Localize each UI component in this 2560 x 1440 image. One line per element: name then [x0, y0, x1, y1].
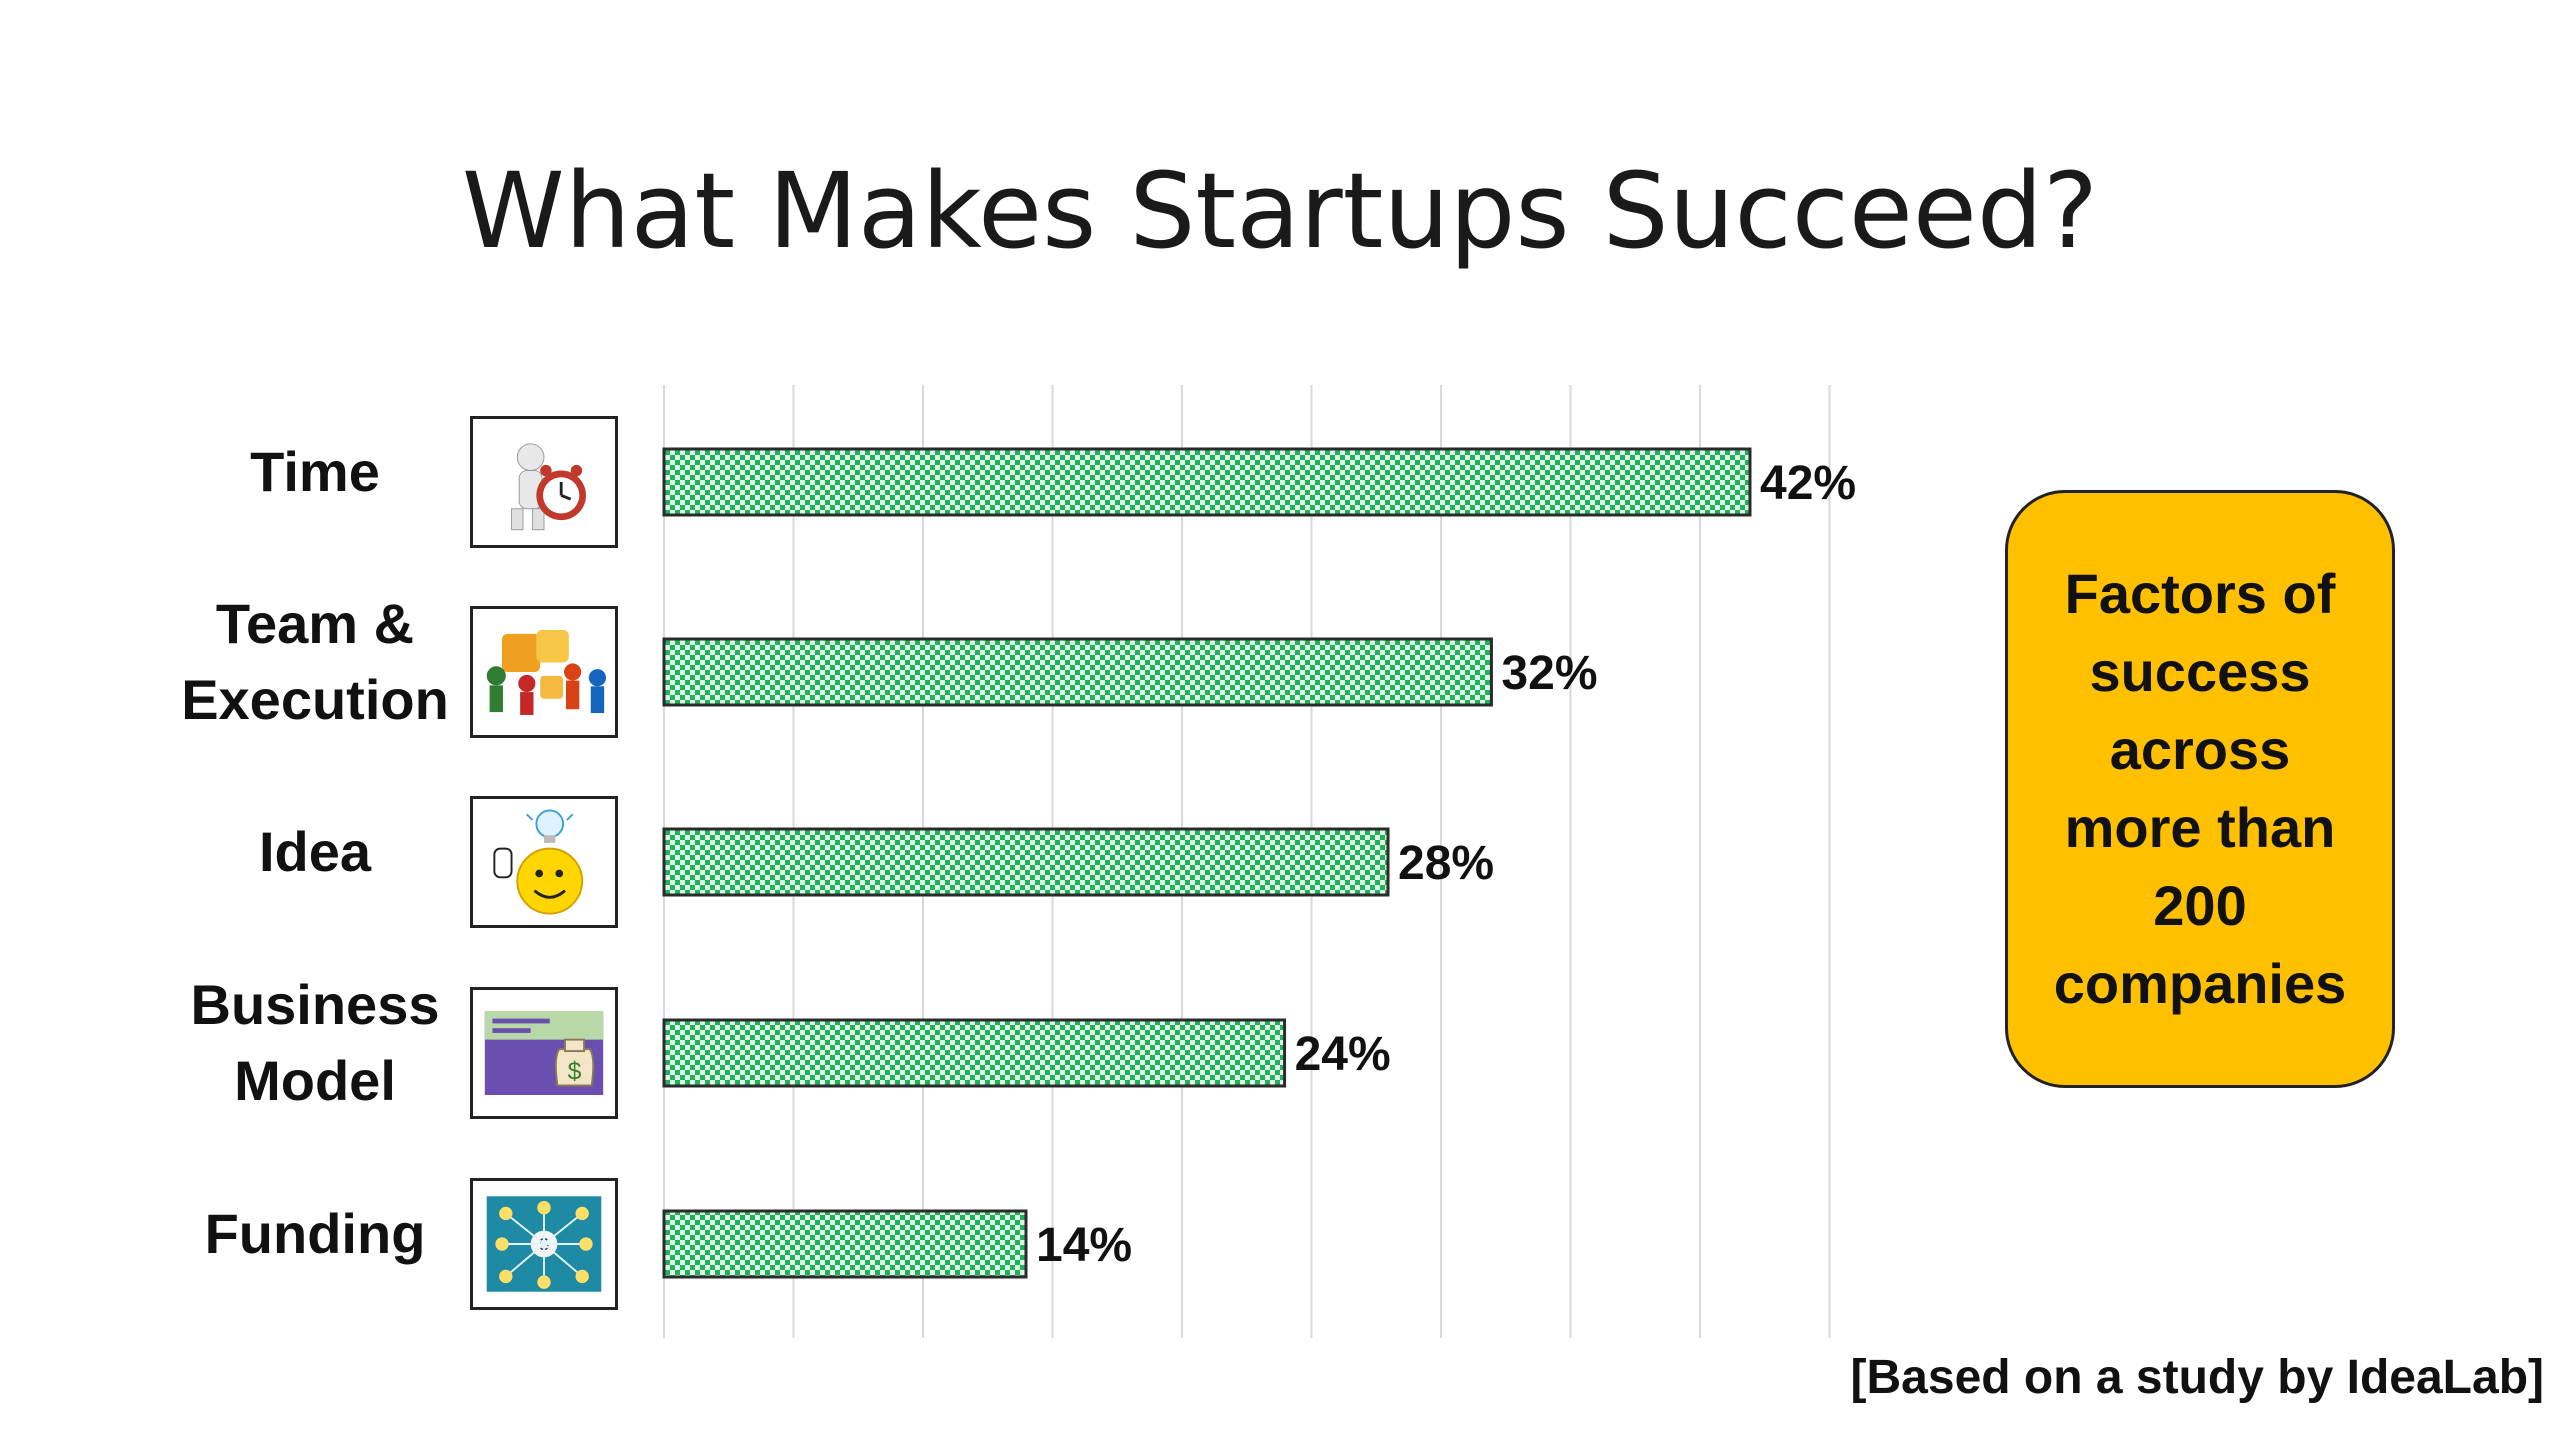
- idea-lightbulb-icon: [470, 796, 618, 928]
- bar: [662, 827, 1390, 897]
- slide-title: What Makes Startups Succeed?: [461, 150, 2099, 272]
- category-label: Business Model: [190, 973, 440, 1112]
- svg-text:$: $: [568, 1059, 582, 1086]
- category-label: Team & Execution: [181, 592, 449, 731]
- data-label: 14%: [1036, 1219, 1132, 1272]
- callout-text: Factors of success across more than 200 …: [2053, 562, 2347, 1015]
- funding-network-icon: $: [470, 1178, 618, 1310]
- callout-box: Factors of success across more than 200 …: [2005, 490, 2395, 1088]
- bar: [662, 637, 1493, 707]
- bar: [662, 1018, 1287, 1088]
- data-labels: 42% 32% 28% 24% 14%: [1036, 457, 1856, 1272]
- money-bag-icon: $: [470, 987, 618, 1119]
- category-label: Time: [250, 440, 380, 503]
- time-clock-icon: [470, 416, 618, 548]
- category-label: Idea: [258, 820, 372, 883]
- data-label: 42%: [1760, 457, 1856, 510]
- bar: [662, 1209, 1028, 1279]
- source-note: [Based on a study by IdeaLab]: [1850, 1351, 2544, 1404]
- data-label: 24%: [1295, 1028, 1391, 1081]
- bars: [662, 447, 1752, 1279]
- teamwork-puzzle-icon: [470, 606, 618, 738]
- category-label: Funding: [204, 1202, 426, 1265]
- bar: [662, 447, 1752, 517]
- data-label: 28%: [1398, 837, 1494, 890]
- data-label: 32%: [1501, 647, 1597, 700]
